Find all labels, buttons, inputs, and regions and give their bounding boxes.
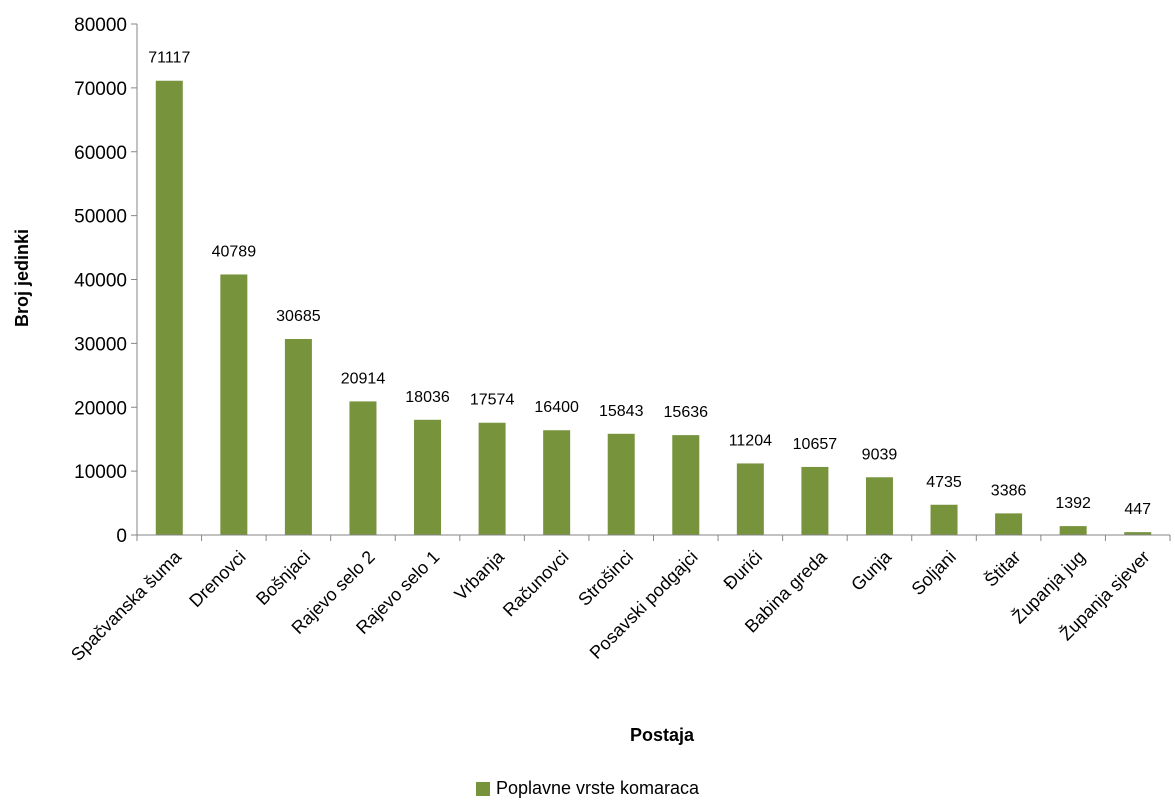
y-tick-label: 70000	[74, 79, 127, 100]
bar	[220, 274, 248, 535]
data-label: 71117	[148, 50, 190, 67]
data-label: 11204	[729, 432, 772, 449]
y-tick-label: 60000	[74, 143, 127, 164]
x-category-label: Vrbanja	[450, 546, 508, 604]
y-tick-label: 80000	[74, 15, 127, 36]
x-category-label: Posavski podgajci	[586, 547, 702, 663]
y-tick-label: 20000	[74, 398, 127, 419]
data-label: 4735	[926, 474, 962, 491]
y-tick-label: 0	[116, 526, 127, 547]
bar	[865, 477, 893, 535]
x-category-label: Spačvanska šuma	[67, 546, 186, 665]
bar	[736, 463, 764, 535]
data-label: 18036	[405, 389, 450, 406]
x-category-label: Soljani	[908, 547, 960, 599]
data-label: 40789	[212, 243, 257, 260]
data-label: 30685	[276, 308, 321, 325]
data-label: 447	[1124, 501, 1151, 518]
data-label: 15636	[664, 404, 709, 421]
bar	[284, 338, 312, 535]
x-axis-title: Postaja	[630, 725, 695, 745]
data-labels: 71117 40789 30685 20914 18036 17574 16400 15843…	[148, 50, 1151, 518]
y-axis-title: Broj jedinki	[12, 229, 32, 327]
bar	[995, 513, 1023, 535]
y-tick-label: 10000	[74, 462, 127, 483]
bar	[1124, 532, 1152, 535]
x-category-label: Đurići	[720, 547, 767, 594]
bar	[349, 401, 377, 535]
y-tick-label: 50000	[74, 207, 127, 228]
data-label: 16400	[534, 399, 579, 416]
legend-label: Poplavne vrste komaraca	[495, 778, 700, 798]
data-label: 20914	[341, 370, 386, 387]
bars	[155, 80, 1152, 535]
y-tick-label: 40000	[74, 271, 127, 292]
bar	[607, 433, 635, 535]
x-category-label: Strošinci	[574, 547, 637, 610]
data-label: 10657	[793, 436, 838, 453]
x-category-label: Drenovci	[185, 547, 249, 611]
y-tick-label: 30000	[74, 334, 127, 355]
data-label: 3386	[991, 482, 1027, 499]
bar	[1059, 526, 1087, 535]
data-label: 15843	[599, 403, 644, 420]
bar	[155, 80, 183, 535]
y-axis-ticks: 0 10000 20000 30000 40000 50000 60000 70000 8000…	[74, 15, 137, 547]
data-label: 17574	[470, 392, 515, 409]
bar	[801, 466, 829, 535]
x-category-label: Računovci	[499, 547, 573, 621]
bar	[930, 504, 958, 535]
data-label: 1392	[1055, 495, 1091, 512]
bar	[672, 435, 700, 535]
data-label: 9039	[862, 446, 898, 463]
bar	[478, 422, 506, 535]
bar	[543, 430, 571, 535]
x-category-label: Štitar	[980, 546, 1025, 591]
x-category-label: Bošnjaci	[252, 547, 314, 609]
x-category-label: Gunja	[847, 546, 896, 595]
legend: Poplavne vrste komaraca	[0, 778, 1175, 799]
legend-swatch	[475, 781, 490, 796]
bar	[414, 419, 442, 535]
